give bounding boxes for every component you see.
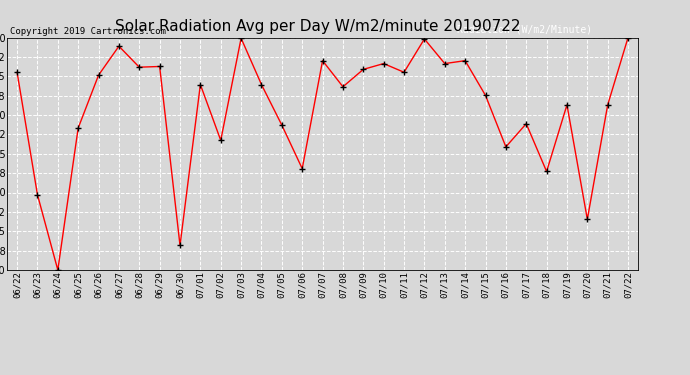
Text: Copyright 2019 Cartronics.com: Copyright 2019 Cartronics.com bbox=[10, 27, 166, 36]
Text: Solar Radiation Avg per Day W/m2/minute 20190722: Solar Radiation Avg per Day W/m2/minute … bbox=[115, 19, 520, 34]
Text: Radiation (W/m2/Minute): Radiation (W/m2/Minute) bbox=[457, 25, 592, 35]
